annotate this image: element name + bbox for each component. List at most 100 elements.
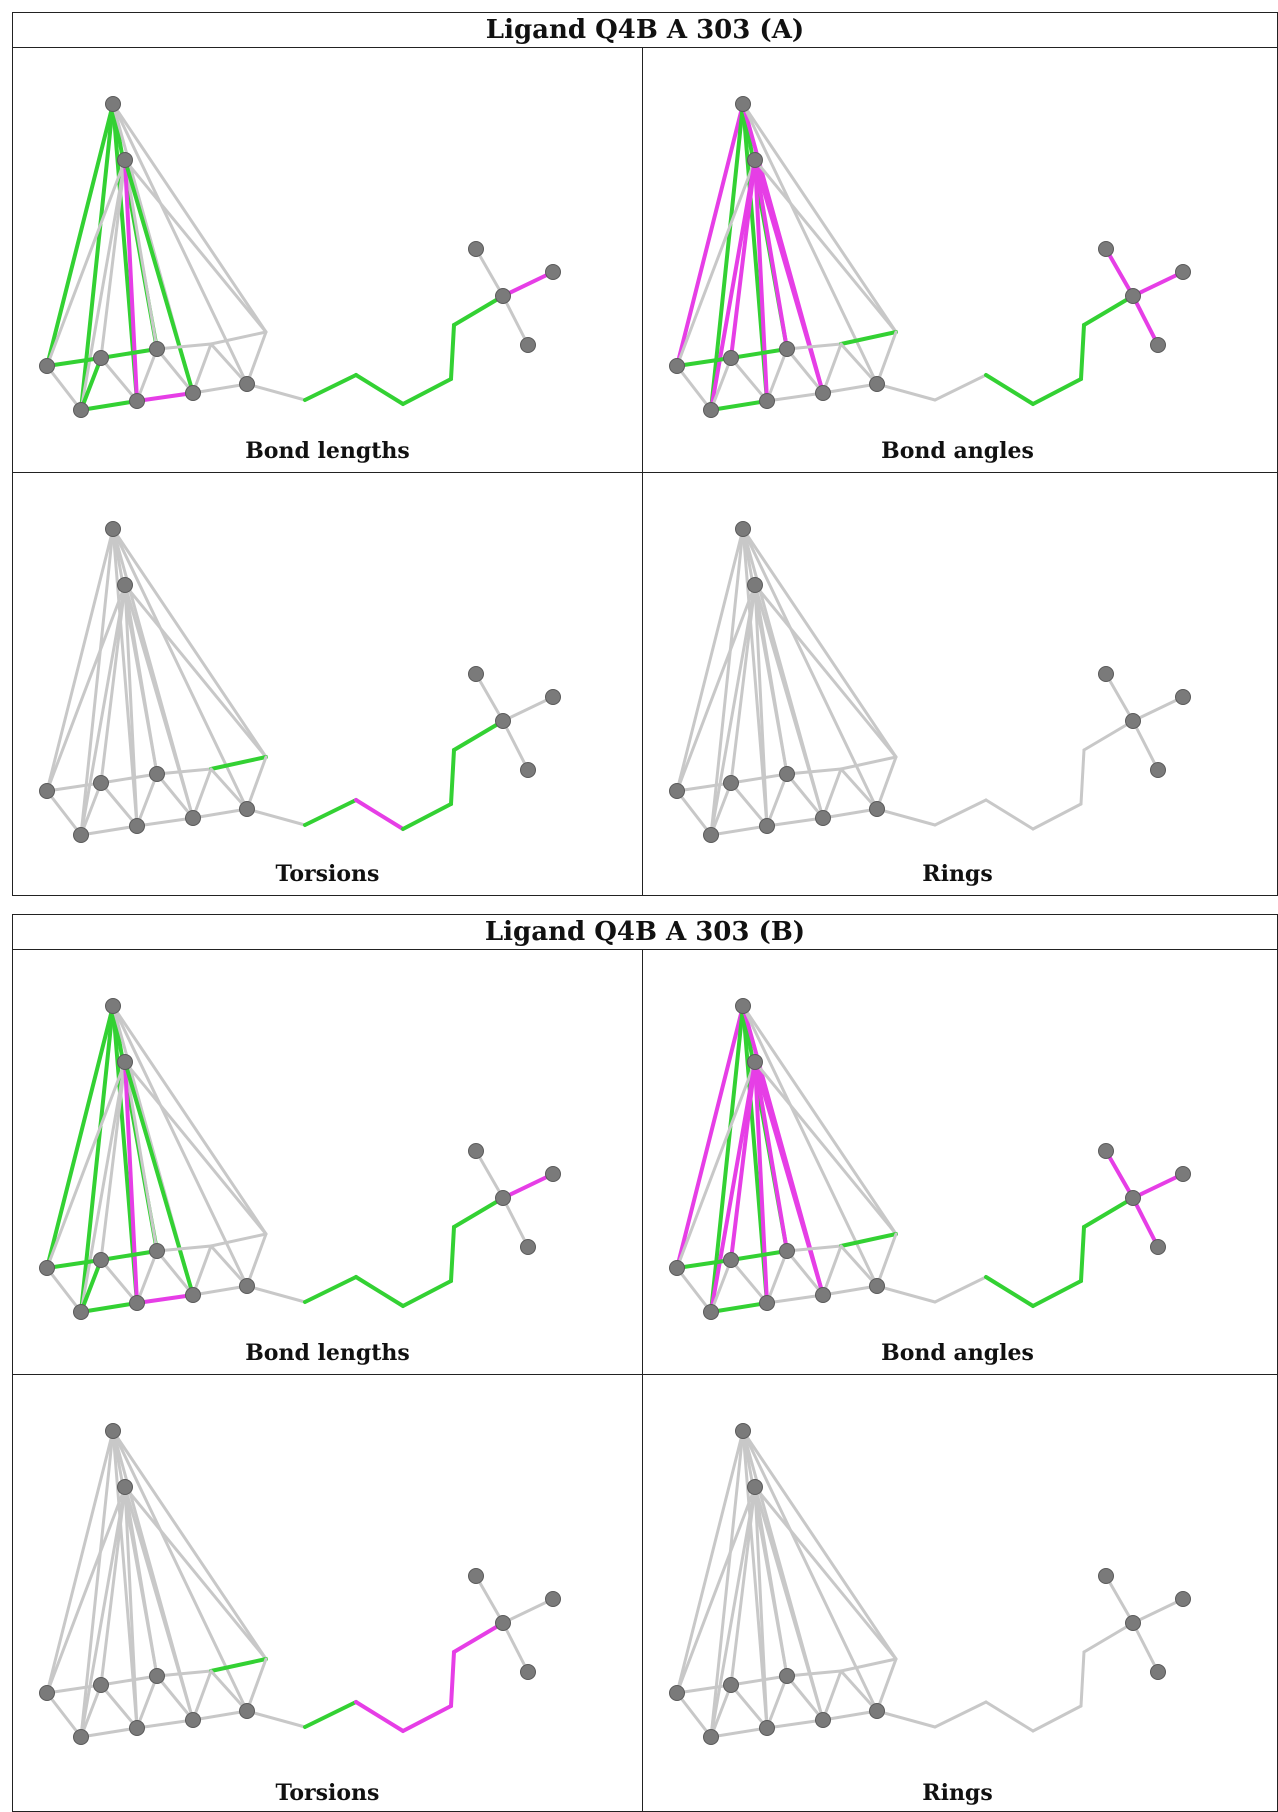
bond-line bbox=[123, 583, 139, 828]
atom-marker bbox=[185, 385, 201, 401]
bond-line bbox=[753, 583, 789, 776]
bond-line bbox=[741, 1429, 879, 1713]
panel-label: Bond lengths bbox=[245, 438, 410, 464]
grid-divider-horizontal bbox=[13, 472, 1277, 473]
bond-line bbox=[452, 1621, 505, 1654]
bond-line bbox=[191, 342, 213, 395]
bond-line bbox=[79, 824, 139, 837]
atom-marker bbox=[105, 96, 121, 112]
bond-line bbox=[753, 158, 825, 395]
atom-marker bbox=[1125, 1615, 1141, 1631]
bond-line bbox=[99, 1485, 127, 1687]
atom-marker bbox=[1125, 1190, 1141, 1206]
atom-marker bbox=[239, 1703, 255, 1719]
bond-line bbox=[675, 583, 757, 793]
bond-line bbox=[1131, 1196, 1160, 1249]
bond-line bbox=[99, 781, 139, 828]
bond-line bbox=[191, 807, 249, 820]
bond-line bbox=[123, 583, 195, 820]
molecule-diagram bbox=[39, 96, 561, 418]
bond-line bbox=[449, 323, 456, 381]
bond-line bbox=[401, 377, 453, 406]
atom-marker bbox=[105, 1423, 121, 1439]
molecule-diagram bbox=[39, 1423, 561, 1745]
bond-line bbox=[123, 1060, 139, 1305]
bond-line bbox=[501, 1196, 530, 1249]
bond-line bbox=[933, 373, 988, 402]
atom-marker bbox=[1150, 1664, 1166, 1680]
ligand-block-a: Ligand Q4B A 303 (A) Bond lengths Bond a… bbox=[12, 12, 1278, 896]
bond-line bbox=[753, 158, 898, 334]
bond-line bbox=[354, 373, 405, 406]
atom-marker bbox=[747, 1479, 763, 1495]
bond-line bbox=[245, 1709, 307, 1729]
bond-line bbox=[245, 1657, 268, 1713]
atom-marker bbox=[1098, 666, 1114, 682]
bond-line bbox=[45, 1060, 127, 1270]
bond-line bbox=[45, 789, 83, 837]
bond-line bbox=[79, 1726, 139, 1739]
bond-line bbox=[79, 1258, 103, 1314]
atom-marker bbox=[815, 1712, 831, 1728]
bond-line bbox=[1104, 672, 1135, 723]
panel-bond-lengths-a: Bond lengths bbox=[13, 48, 642, 472]
bond-line bbox=[79, 1301, 139, 1314]
panel-label: Torsions bbox=[275, 1780, 380, 1806]
atom-marker bbox=[779, 766, 795, 782]
bond-line bbox=[449, 1650, 456, 1708]
bond-line bbox=[1104, 1149, 1135, 1200]
bond-line bbox=[709, 1726, 769, 1739]
atom-marker bbox=[779, 1243, 795, 1259]
atom-marker bbox=[185, 1712, 201, 1728]
bond-line bbox=[709, 1258, 733, 1314]
bond-line bbox=[875, 382, 937, 402]
bond-line bbox=[1131, 270, 1185, 298]
bond-line bbox=[501, 1172, 555, 1200]
bond-line bbox=[675, 1266, 713, 1314]
atom-marker bbox=[779, 1668, 795, 1684]
bond-line bbox=[245, 807, 307, 827]
bond-line bbox=[1079, 1650, 1086, 1708]
bond-line bbox=[79, 399, 139, 412]
bond-line bbox=[401, 1704, 453, 1733]
bond-line bbox=[933, 798, 988, 827]
atom-marker bbox=[747, 152, 763, 168]
bond-line bbox=[753, 1060, 898, 1236]
bond-line bbox=[709, 1301, 769, 1314]
bond-line bbox=[79, 781, 103, 837]
atom-marker bbox=[869, 801, 885, 817]
bond-line bbox=[765, 391, 825, 403]
grid-divider-horizontal bbox=[13, 1374, 1277, 1375]
atom-marker bbox=[1098, 241, 1114, 257]
atom-marker bbox=[105, 998, 121, 1014]
bond-line bbox=[123, 1060, 195, 1297]
panel-label: Rings bbox=[922, 1780, 993, 1806]
bond-line bbox=[79, 356, 103, 412]
bond-line bbox=[765, 347, 789, 403]
bond-line bbox=[303, 373, 358, 402]
atom-marker bbox=[1175, 689, 1191, 705]
bond-line bbox=[155, 1244, 213, 1253]
atom-marker bbox=[869, 1278, 885, 1294]
bond-line bbox=[785, 1674, 825, 1722]
bond-line bbox=[452, 719, 505, 752]
bond-line bbox=[45, 583, 127, 793]
bond-line bbox=[245, 755, 268, 811]
molecule-diagram bbox=[39, 998, 561, 1320]
bond-line bbox=[839, 767, 879, 811]
bond-line bbox=[709, 158, 757, 412]
atom-marker bbox=[468, 1143, 484, 1159]
bond-line bbox=[123, 158, 195, 395]
bond-line bbox=[839, 755, 898, 771]
atom-marker bbox=[468, 241, 484, 257]
bond-line bbox=[209, 1657, 268, 1673]
atom-marker bbox=[117, 1054, 133, 1070]
panel-label: Bond lengths bbox=[245, 1340, 410, 1366]
atom-marker bbox=[239, 1278, 255, 1294]
atom-marker bbox=[703, 402, 719, 418]
panel-label: Bond angles bbox=[881, 438, 1034, 464]
bond-line bbox=[303, 1275, 358, 1304]
bond-line bbox=[209, 1669, 249, 1713]
bond-line bbox=[785, 342, 843, 351]
bond-line bbox=[675, 1485, 757, 1695]
